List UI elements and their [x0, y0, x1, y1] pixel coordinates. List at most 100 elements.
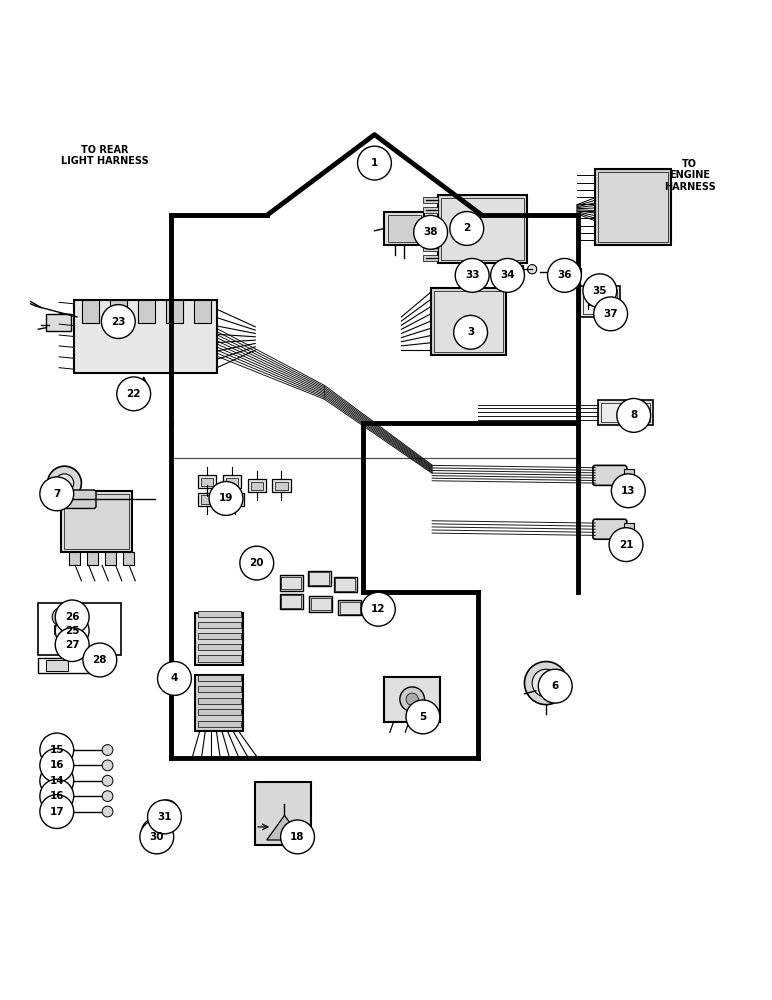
Bar: [229, 495, 242, 504]
Circle shape: [40, 748, 73, 782]
Bar: [335, 578, 355, 591]
Circle shape: [540, 677, 552, 689]
Text: 22: 22: [127, 389, 141, 399]
Circle shape: [209, 482, 243, 515]
FancyBboxPatch shape: [309, 596, 332, 612]
Bar: [82, 300, 99, 323]
Circle shape: [155, 800, 178, 823]
Bar: [423, 226, 438, 232]
Bar: [54, 625, 83, 634]
Text: 34: 34: [500, 270, 515, 280]
Text: 12: 12: [371, 604, 385, 614]
Circle shape: [59, 806, 69, 817]
Text: 7: 7: [53, 489, 60, 499]
Circle shape: [583, 274, 617, 308]
Bar: [138, 300, 155, 323]
FancyBboxPatch shape: [384, 212, 425, 245]
Text: 3: 3: [467, 327, 474, 337]
Circle shape: [406, 693, 418, 705]
Bar: [340, 602, 360, 614]
FancyBboxPatch shape: [279, 575, 303, 591]
FancyBboxPatch shape: [47, 490, 96, 508]
Circle shape: [406, 700, 440, 734]
Text: 15: 15: [49, 745, 64, 755]
Bar: [201, 478, 213, 486]
Bar: [198, 686, 241, 692]
Circle shape: [147, 800, 181, 834]
Text: 1: 1: [371, 158, 378, 168]
Bar: [388, 215, 422, 242]
Circle shape: [161, 805, 173, 818]
Bar: [87, 552, 98, 565]
Circle shape: [102, 791, 113, 802]
Bar: [423, 255, 438, 261]
Text: 18: 18: [290, 832, 305, 842]
Text: 31: 31: [157, 812, 171, 822]
Bar: [310, 598, 330, 610]
Text: 35: 35: [593, 286, 607, 296]
Bar: [198, 721, 241, 727]
Bar: [105, 552, 116, 565]
Circle shape: [547, 258, 581, 292]
Circle shape: [240, 546, 274, 580]
Bar: [309, 572, 329, 585]
Bar: [198, 493, 216, 506]
Bar: [281, 595, 301, 608]
Circle shape: [141, 818, 169, 846]
Circle shape: [140, 820, 174, 854]
Text: 21: 21: [618, 540, 633, 550]
Bar: [598, 172, 668, 242]
FancyBboxPatch shape: [598, 400, 653, 425]
Bar: [201, 495, 213, 504]
Text: 25: 25: [65, 626, 80, 636]
Text: 37: 37: [603, 309, 618, 319]
Text: 38: 38: [423, 227, 438, 237]
Text: 30: 30: [150, 832, 164, 842]
Bar: [423, 197, 438, 203]
FancyBboxPatch shape: [384, 677, 440, 722]
FancyBboxPatch shape: [593, 519, 627, 539]
Bar: [198, 475, 216, 488]
Text: 28: 28: [93, 655, 107, 665]
Text: 6: 6: [552, 681, 559, 691]
Text: 36: 36: [557, 270, 572, 280]
Text: 14: 14: [49, 776, 64, 786]
Circle shape: [524, 662, 567, 705]
Circle shape: [40, 733, 73, 767]
Circle shape: [414, 215, 448, 249]
Bar: [248, 479, 266, 492]
FancyBboxPatch shape: [593, 465, 627, 485]
Text: 33: 33: [465, 270, 479, 280]
Circle shape: [450, 212, 484, 245]
Bar: [423, 216, 438, 222]
Bar: [198, 709, 241, 715]
Bar: [198, 655, 241, 662]
FancyBboxPatch shape: [195, 675, 243, 731]
Circle shape: [102, 760, 113, 771]
Bar: [226, 493, 245, 506]
Circle shape: [117, 377, 151, 411]
Bar: [423, 207, 438, 213]
Text: 4: 4: [171, 673, 178, 683]
Circle shape: [594, 297, 628, 331]
Circle shape: [280, 820, 314, 854]
FancyBboxPatch shape: [39, 603, 121, 655]
Circle shape: [48, 466, 81, 500]
Text: 26: 26: [65, 612, 80, 622]
Bar: [226, 478, 239, 486]
Bar: [276, 482, 287, 490]
FancyBboxPatch shape: [580, 286, 620, 317]
FancyBboxPatch shape: [256, 782, 310, 845]
Circle shape: [491, 258, 524, 292]
FancyBboxPatch shape: [334, 577, 357, 592]
Circle shape: [102, 745, 113, 755]
Bar: [569, 268, 581, 276]
Text: 5: 5: [419, 712, 427, 722]
Circle shape: [102, 775, 113, 786]
FancyBboxPatch shape: [39, 658, 101, 673]
Text: 13: 13: [621, 486, 635, 496]
FancyBboxPatch shape: [307, 571, 330, 586]
Bar: [601, 403, 650, 422]
Circle shape: [157, 662, 191, 695]
Bar: [198, 675, 241, 681]
